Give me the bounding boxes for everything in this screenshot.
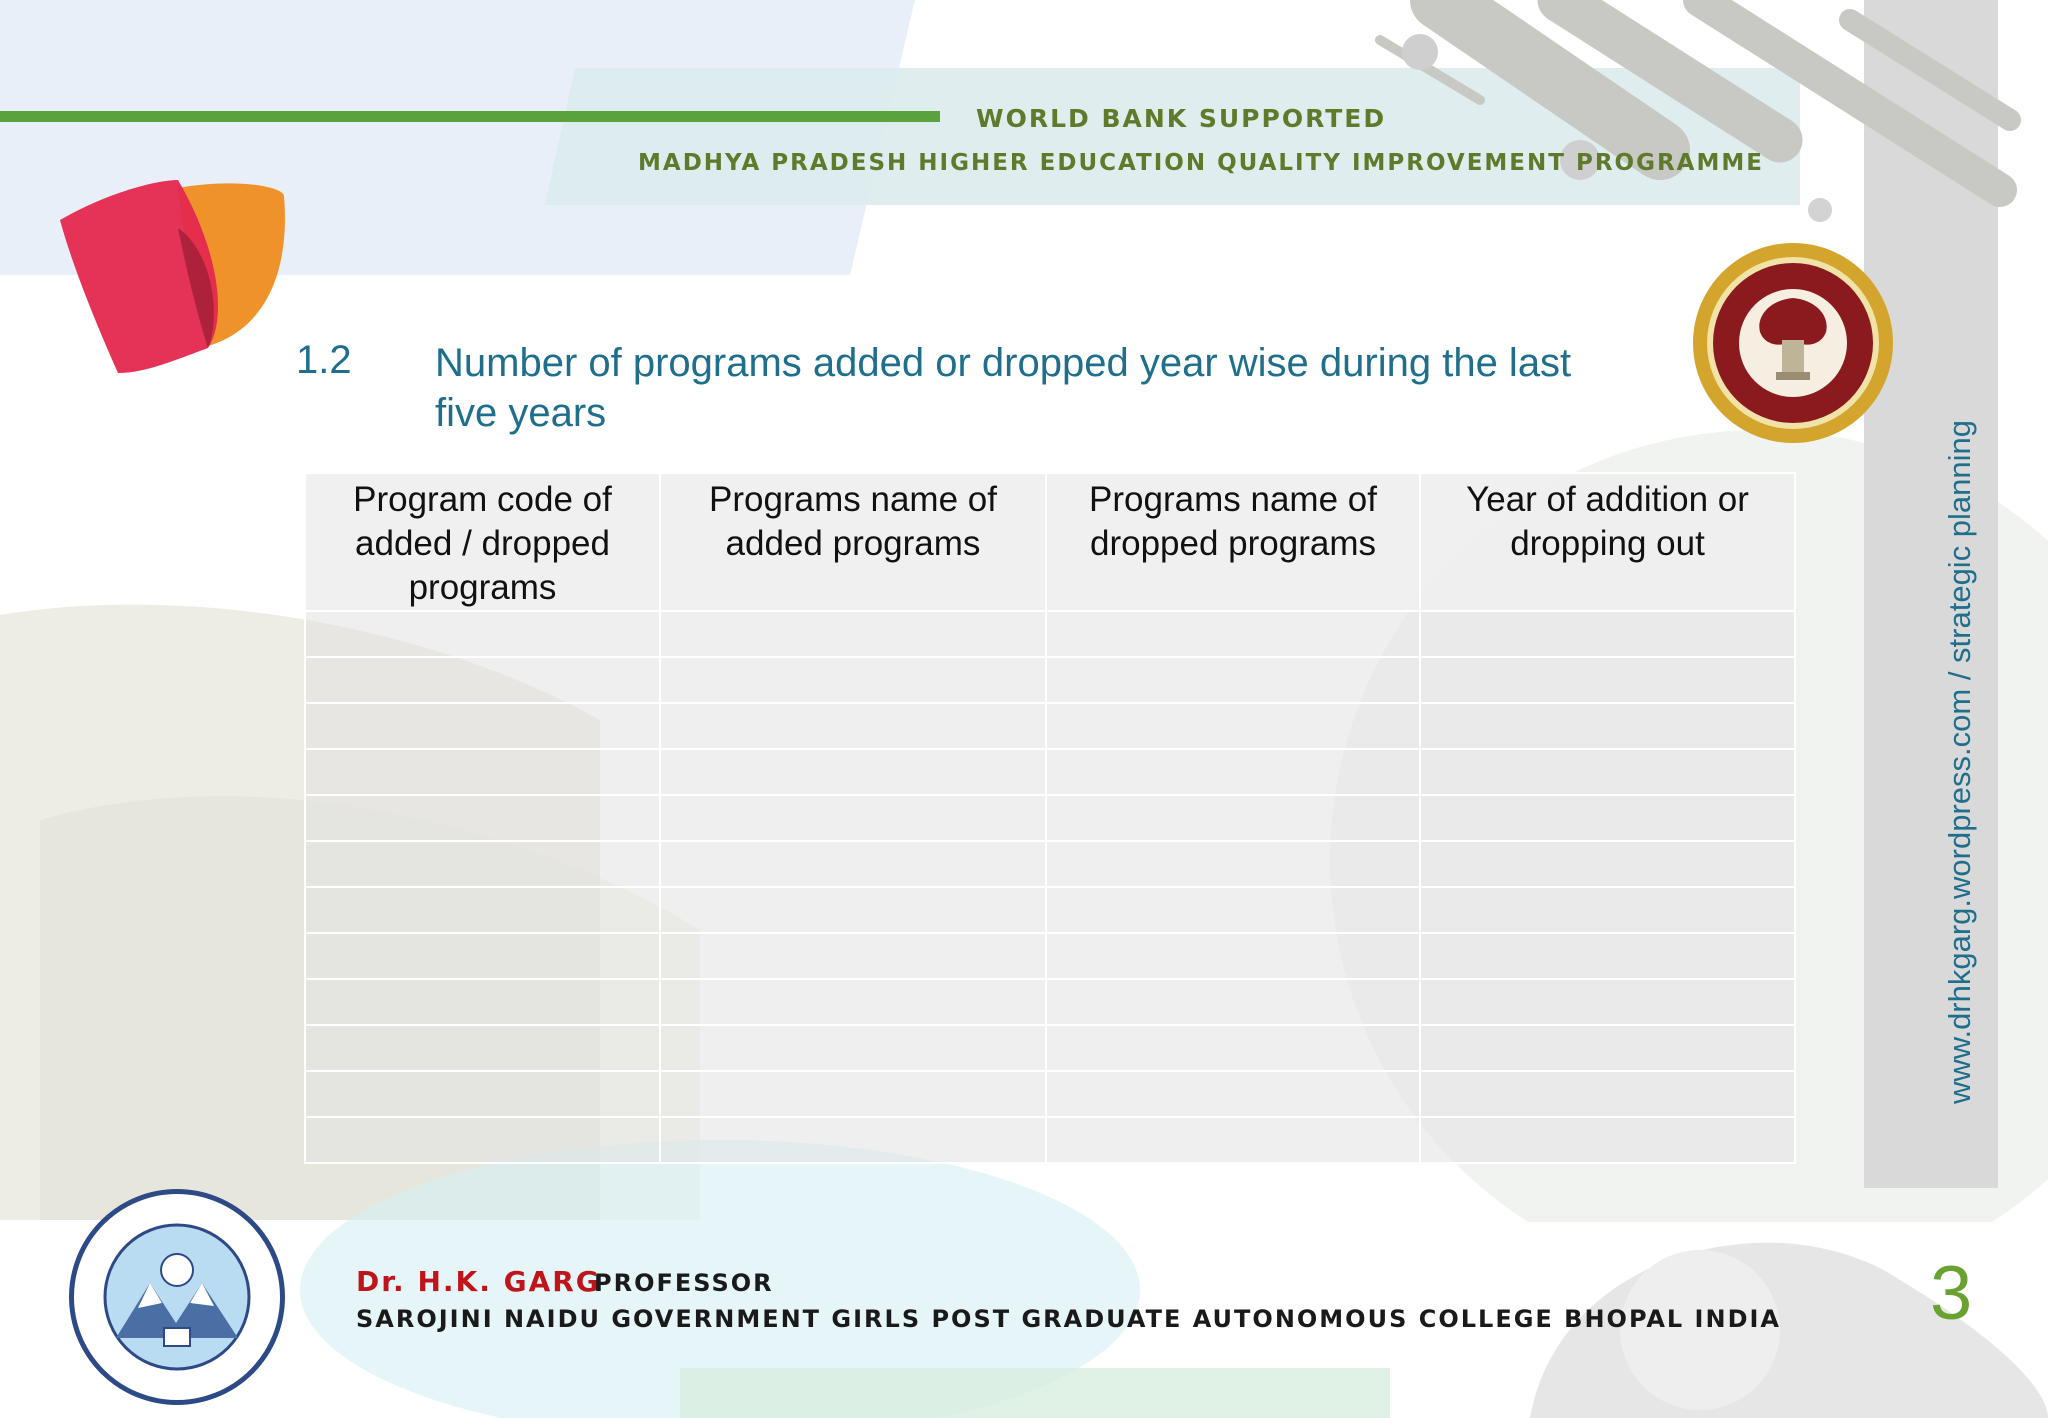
footer-author-role: PROFESSOR	[594, 1269, 774, 1297]
table-row	[304, 978, 1796, 1026]
table-cell	[304, 978, 661, 1026]
table-cell	[304, 748, 661, 796]
mp-government-seal-icon	[1693, 243, 1893, 443]
table-body	[304, 610, 1796, 1164]
table-cell	[659, 610, 1047, 658]
table-cell	[1419, 932, 1796, 980]
table-cell	[1045, 748, 1421, 796]
table-cell	[304, 794, 661, 842]
header-programme: MADHYA PRADESH HIGHER EDUCATION QUALITY …	[638, 150, 1764, 176]
table-row	[304, 702, 1796, 750]
table-cell	[1419, 886, 1796, 934]
table-cell	[659, 1024, 1047, 1072]
table-row	[304, 610, 1796, 658]
table-cell	[1045, 610, 1421, 658]
table-row	[304, 1070, 1796, 1118]
table-cell	[1419, 656, 1796, 704]
table-cell	[1045, 794, 1421, 842]
table-cell	[659, 702, 1047, 750]
table-cell	[1419, 610, 1796, 658]
table-cell	[1419, 978, 1796, 1026]
footer-college-name: SAROJINI NAIDU GOVERNMENT GIRLS POST GRA…	[356, 1305, 1781, 1333]
table-cell	[1419, 840, 1796, 888]
table-row	[304, 1116, 1796, 1164]
table-cell	[304, 702, 661, 750]
table-cell	[1045, 1024, 1421, 1072]
table-cell	[1045, 702, 1421, 750]
footer-author-name: Dr. H.K. GARG	[356, 1265, 601, 1298]
table-header-row: Program code of added / dropped programs…	[304, 472, 1796, 612]
table-cell	[304, 610, 661, 658]
table-row	[304, 748, 1796, 796]
table-cell	[1045, 978, 1421, 1026]
table-row	[304, 886, 1796, 934]
table-cell	[304, 932, 661, 980]
table-row	[304, 932, 1796, 980]
table-cell	[1045, 886, 1421, 934]
table-cell	[1045, 656, 1421, 704]
table-row	[304, 840, 1796, 888]
header-world-bank: WORLD BANK SUPPORTED	[976, 104, 1387, 133]
table-cell	[1419, 748, 1796, 796]
table-cell	[659, 656, 1047, 704]
table-cell	[1045, 1070, 1421, 1118]
sidebar-url: www.drhkgarg.wordpress.com / strategic p…	[1942, 419, 1977, 1104]
table-cell	[304, 1116, 661, 1164]
table-cell	[1045, 932, 1421, 980]
college-seal-icon	[69, 1189, 285, 1405]
section-title: Number of programs added or dropped year…	[435, 341, 1572, 435]
table-cell	[304, 1024, 661, 1072]
table-cell	[1419, 794, 1796, 842]
table-row	[304, 794, 1796, 842]
header-program-code: Program code of added / dropped programs	[304, 472, 661, 612]
table-cell	[1419, 1116, 1796, 1164]
table-cell	[659, 748, 1047, 796]
programs-table: Program code of added / dropped programs…	[304, 472, 1796, 1164]
table-cell	[1045, 1116, 1421, 1164]
petal-logo-icon	[60, 180, 285, 373]
table-cell	[1045, 840, 1421, 888]
table-cell	[304, 886, 661, 934]
header-year: Year of addition or dropping out	[1419, 472, 1796, 612]
table-cell	[304, 840, 661, 888]
table-cell	[304, 656, 661, 704]
table-cell	[659, 794, 1047, 842]
header-dropped-programs: Programs name of dropped programs	[1045, 472, 1421, 612]
table-row	[304, 656, 1796, 704]
table-cell	[304, 1070, 661, 1118]
table-cell	[659, 886, 1047, 934]
table-cell	[659, 932, 1047, 980]
header-added-programs: Programs name of added programs	[659, 472, 1047, 612]
section-number: 1.2	[296, 338, 352, 382]
table-cell	[1419, 1024, 1796, 1072]
table-row	[304, 1024, 1796, 1072]
table-cell	[659, 840, 1047, 888]
table-cell	[1419, 1070, 1796, 1118]
table-cell	[659, 978, 1047, 1026]
page-number: 3	[1930, 1251, 1973, 1336]
table-cell	[659, 1070, 1047, 1118]
table-cell	[659, 1116, 1047, 1164]
table-cell	[1419, 702, 1796, 750]
